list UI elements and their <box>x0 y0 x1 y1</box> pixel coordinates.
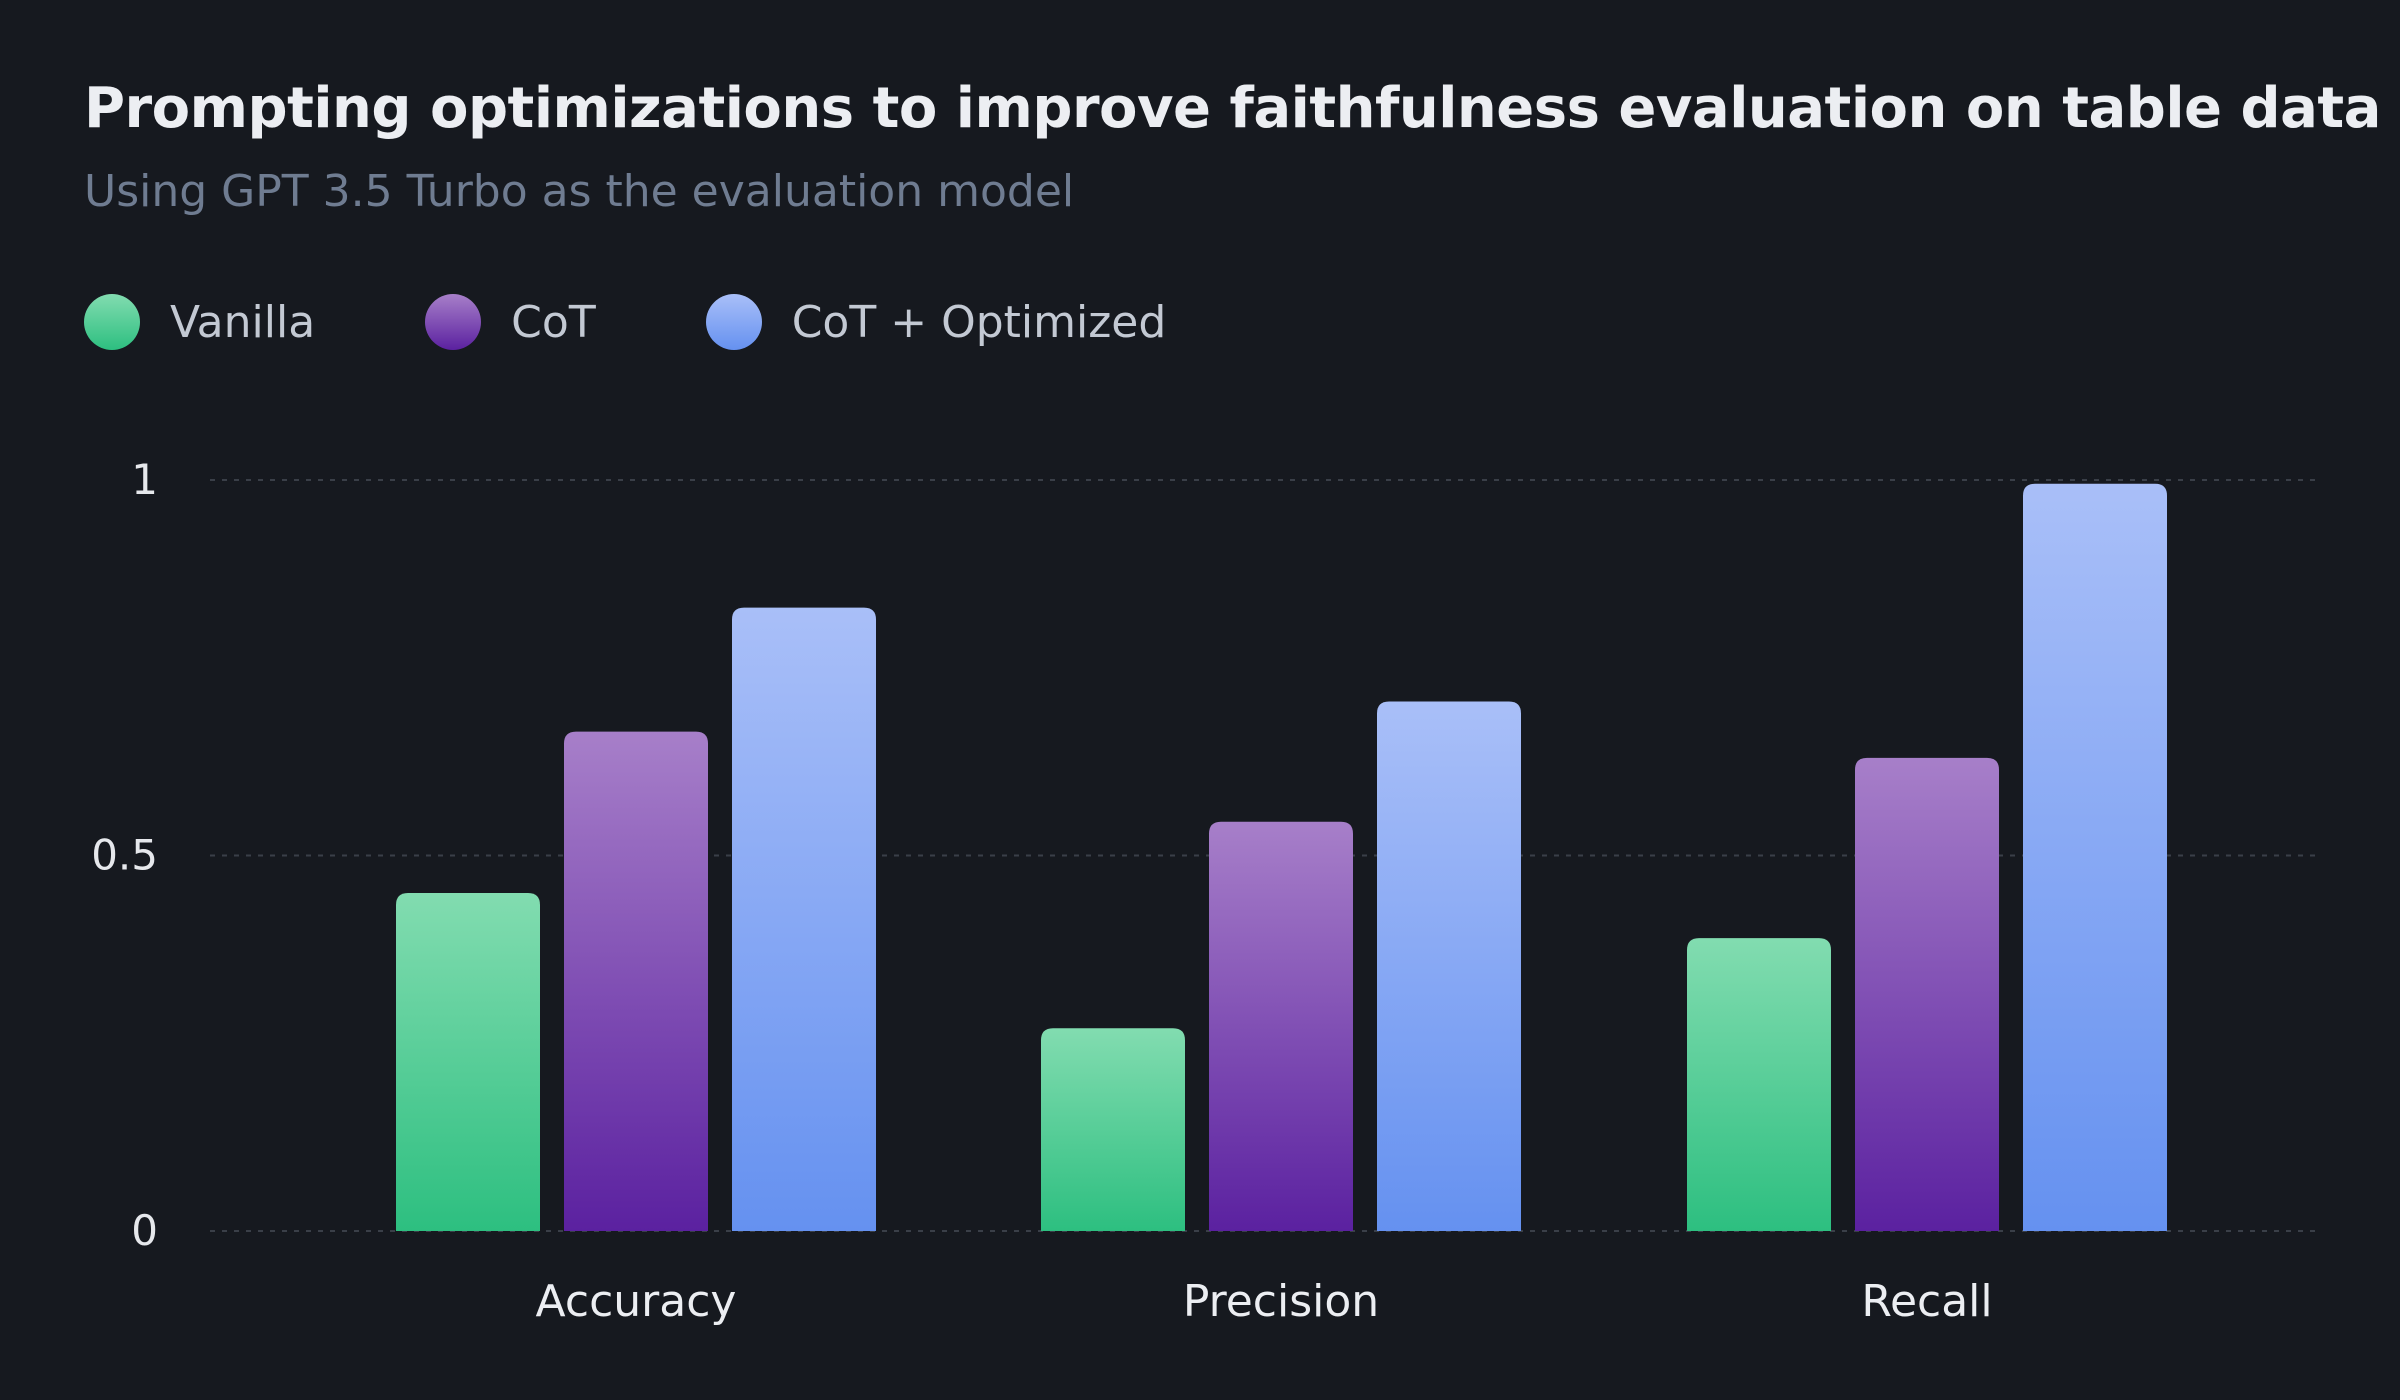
legend: Vanilla CoT CoT + Optimized <box>84 290 1276 354</box>
x-category-label-precision: Precision <box>1183 1276 1379 1327</box>
y-axis-ticks: 00.51 <box>91 455 158 1255</box>
legend-item-cot: CoT <box>425 294 596 350</box>
chart-title: Prompting optimizations to improve faith… <box>84 76 2381 141</box>
legend-label-vanilla: Vanilla <box>170 296 316 348</box>
legend-item-vanilla: Vanilla <box>84 294 315 350</box>
bar-recall-cot <box>1855 757 1999 1231</box>
chart-subtitle: Using GPT 3.5 Turbo as the evaluation mo… <box>84 166 1075 217</box>
legend-swatch-cot <box>425 294 482 350</box>
bar-accuracy-cot-optimized <box>732 607 876 1231</box>
legend-swatch-vanilla <box>84 294 140 350</box>
bar-precision-cot <box>1209 821 1353 1231</box>
x-category-label-accuracy: Accuracy <box>536 1276 737 1327</box>
bar-recall-cot-optimized <box>2023 483 2167 1231</box>
bar-recall-vanilla <box>1687 938 1831 1231</box>
bar-precision-cot-optimized <box>1377 701 1521 1231</box>
y-tick-label: 0 <box>131 1206 158 1255</box>
legend-item-cot-optimized: CoT + Optimized <box>705 294 1167 350</box>
y-tick-label: 1 <box>131 455 158 504</box>
x-axis-categories: Accuracy Precision Recall <box>536 1276 1993 1327</box>
bar-accuracy-vanilla <box>396 893 540 1231</box>
bar-accuracy-cot <box>564 731 708 1231</box>
legend-label-cot: CoT <box>511 296 596 348</box>
gridlines <box>210 479 2320 1232</box>
bars <box>396 483 2167 1231</box>
y-tick-label: 0.5 <box>91 831 158 880</box>
bar-precision-vanilla <box>1041 1028 1185 1231</box>
legend-swatch-cot-optimized <box>705 294 762 350</box>
legend-label-cot-optimized: CoT + Optimized <box>791 296 1167 348</box>
x-category-label-recall: Recall <box>1861 1276 1992 1327</box>
